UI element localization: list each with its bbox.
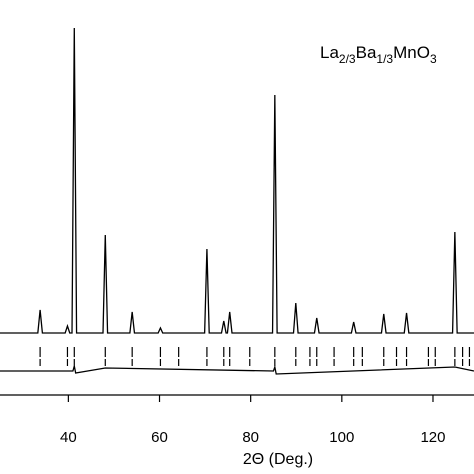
x-tick-label: 60 (151, 429, 168, 446)
annotation-part: Ba (356, 43, 377, 62)
annotation-part: La (320, 43, 339, 62)
annotation: La2/3Ba1/3MnO3 (320, 43, 437, 66)
annotation-sub: 1/3 (376, 52, 393, 66)
x-tick-label: 100 (329, 429, 354, 446)
pattern-line (0, 364, 474, 375)
x-tick-label: 80 (242, 429, 259, 446)
annotation-sub: 2/3 (339, 52, 356, 66)
annotation-part: MnO (393, 43, 430, 62)
pattern-line (0, 27, 474, 334)
x-tick-label: 40 (60, 429, 77, 446)
annotation-sub: 3 (430, 52, 437, 66)
x-tick-label: 120 (420, 429, 445, 446)
x-axis-label: 2Θ (Deg.) (243, 451, 313, 468)
